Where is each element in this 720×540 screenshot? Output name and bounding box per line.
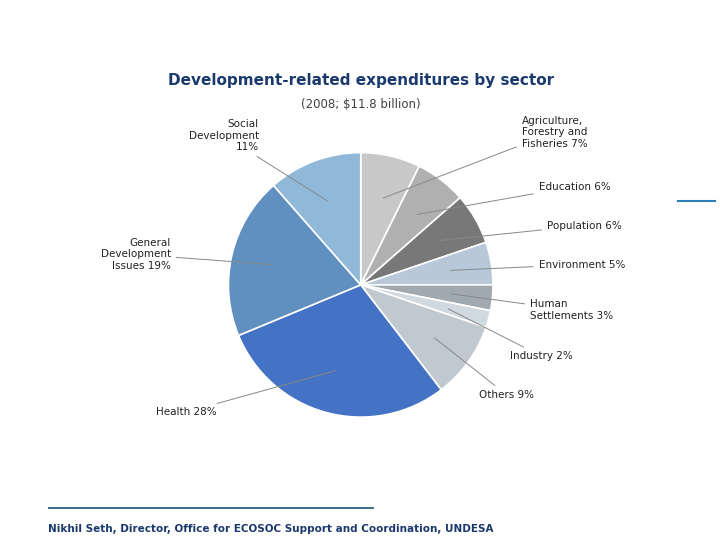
Text: Health 28%: Health 28% bbox=[156, 371, 336, 417]
Text: Industry 2%: Industry 2% bbox=[449, 309, 572, 361]
Wedge shape bbox=[361, 153, 419, 285]
Text: Social
Development
11%: Social Development 11% bbox=[189, 119, 328, 201]
Bar bbox=[9, 11, 36, 21]
Bar bbox=[9, 32, 36, 41]
Text: Development-related expenditures by sector: Development-related expenditures by sect… bbox=[168, 73, 554, 88]
Wedge shape bbox=[361, 285, 493, 310]
Text: Agriculture,
Forestry and
Fisheries 7%: Agriculture, Forestry and Fisheries 7% bbox=[383, 116, 588, 198]
Text: Others 9%: Others 9% bbox=[435, 338, 534, 400]
Text: A.: A. bbox=[54, 32, 80, 52]
Wedge shape bbox=[361, 198, 486, 285]
Bar bbox=[9, 52, 36, 62]
Text: (2008; $11.8 billion): (2008; $11.8 billion) bbox=[301, 98, 420, 111]
Wedge shape bbox=[274, 153, 361, 285]
Text: Nikhil Seth, Director, Office for ECOSOC Support and Coordination, UNDESA: Nikhil Seth, Director, Office for ECOSOC… bbox=[48, 524, 494, 534]
Text: Economic &: Economic & bbox=[637, 8, 695, 18]
Text: Environment 5%: Environment 5% bbox=[451, 260, 625, 271]
Text: Population 6%: Population 6% bbox=[440, 220, 622, 240]
Wedge shape bbox=[228, 185, 361, 335]
Text: Human
Settlements 3%: Human Settlements 3% bbox=[451, 294, 613, 321]
Wedge shape bbox=[238, 285, 441, 417]
Wedge shape bbox=[361, 242, 493, 285]
Text: Education 6%: Education 6% bbox=[417, 181, 611, 214]
Wedge shape bbox=[361, 166, 460, 285]
Wedge shape bbox=[361, 285, 486, 390]
Text: Overview: Overview bbox=[83, 32, 200, 52]
Text: S o c i a l: S o c i a l bbox=[692, 136, 701, 178]
Text: A f f a i r s: A f f a i r s bbox=[692, 213, 701, 260]
Wedge shape bbox=[361, 285, 490, 327]
Text: General
Development
Issues 19%: General Development Issues 19% bbox=[101, 238, 272, 271]
